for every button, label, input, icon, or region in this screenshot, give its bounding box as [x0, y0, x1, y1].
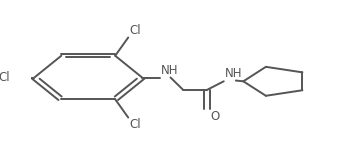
Text: NH: NH [161, 64, 178, 77]
Text: NH: NH [225, 67, 243, 80]
Text: O: O [211, 110, 220, 123]
Text: Cl: Cl [0, 71, 10, 84]
Text: Cl: Cl [130, 24, 141, 37]
Text: Cl: Cl [130, 118, 141, 131]
